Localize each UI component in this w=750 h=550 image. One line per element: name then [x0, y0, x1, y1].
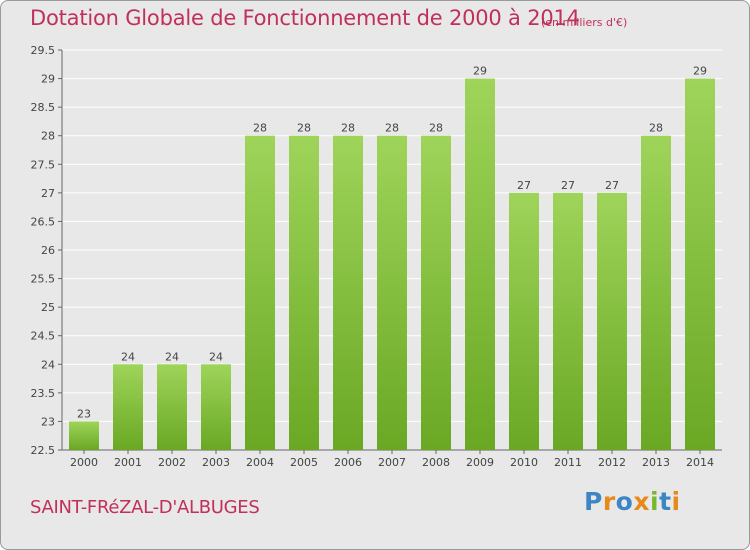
- y-tick-label: 25.5: [31, 273, 56, 286]
- value-label-2002: 24: [165, 350, 179, 363]
- bar-2009: [465, 78, 495, 451]
- y-tick-label: 22.5: [31, 444, 56, 457]
- x-tick-label-2002: 2002: [158, 456, 186, 469]
- bar-2011: [553, 192, 583, 450]
- y-tick-label: 24: [41, 358, 55, 371]
- value-label-2014: 29: [693, 65, 707, 78]
- x-tick-label-2005: 2005: [290, 456, 318, 469]
- bar-2000: [69, 421, 99, 450]
- bar-2008: [421, 135, 451, 450]
- x-tick-label-2013: 2013: [642, 456, 670, 469]
- value-label-2004: 28: [253, 122, 267, 135]
- value-label-2010: 27: [517, 179, 531, 192]
- logo-letter: i: [671, 487, 681, 516]
- value-label-2006: 28: [341, 122, 355, 135]
- x-tick-label-2003: 2003: [202, 456, 230, 469]
- bar-2006: [333, 135, 363, 450]
- x-tick-label-2014: 2014: [686, 456, 714, 469]
- x-tick-label-2009: 2009: [466, 456, 494, 469]
- y-tick-label: 27.5: [31, 158, 56, 171]
- x-tick-label-2008: 2008: [422, 456, 450, 469]
- value-label-2003: 24: [209, 350, 223, 363]
- y-tick-label: 28: [41, 130, 55, 143]
- logo-letter: t: [659, 487, 672, 516]
- value-label-2007: 28: [385, 122, 399, 135]
- bar-2007: [377, 135, 407, 450]
- proxiti-logo[interactable]: Proxiti: [584, 487, 681, 516]
- x-tick-label-2010: 2010: [510, 456, 538, 469]
- y-tick-label: 24.5: [31, 330, 56, 343]
- bar-2010: [509, 192, 539, 450]
- bar-2014: [685, 78, 715, 451]
- value-label-2005: 28: [297, 122, 311, 135]
- x-tick-label-2000: 2000: [70, 456, 98, 469]
- bar-2013: [641, 135, 671, 450]
- x-tick-label-2011: 2011: [554, 456, 582, 469]
- x-tick-label-2001: 2001: [114, 456, 142, 469]
- y-tick-label: 27: [41, 187, 55, 200]
- y-tick-label: 29.5: [31, 44, 56, 57]
- bar-2002: [157, 364, 187, 450]
- y-tick-label: 23.5: [31, 387, 56, 400]
- value-label-2008: 28: [429, 122, 443, 135]
- bar-2003: [201, 364, 231, 450]
- logo-letter: P: [584, 487, 603, 516]
- value-label-2012: 27: [605, 179, 619, 192]
- bars: [69, 78, 715, 451]
- value-label-2001: 24: [121, 350, 135, 363]
- bar-2012: [597, 192, 627, 450]
- y-tick-label: 29: [41, 73, 55, 86]
- y-tick-label: 26: [41, 244, 55, 257]
- x-tick-label-2012: 2012: [598, 456, 626, 469]
- y-tick-label: 28.5: [31, 101, 56, 114]
- y-tick-label: 25: [41, 301, 55, 314]
- chart-subtitle: (en milliers d'€): [541, 16, 628, 29]
- logo-letter: i: [650, 487, 660, 516]
- value-label-2011: 27: [561, 179, 575, 192]
- value-label-2013: 28: [649, 122, 663, 135]
- logo-letter: x: [633, 487, 650, 516]
- bar-2001: [113, 364, 143, 450]
- chart-title: Dotation Globale de Fonctionnement de 20…: [30, 6, 580, 30]
- y-tick-label: 26.5: [31, 215, 56, 228]
- value-label-2000: 23: [77, 407, 91, 420]
- logo-letter: r: [602, 487, 616, 516]
- logo-letter: o: [615, 487, 634, 516]
- x-tick-label-2004: 2004: [246, 456, 274, 469]
- bar-2004: [245, 135, 275, 450]
- x-tick-label-2007: 2007: [378, 456, 406, 469]
- x-tick-label-2006: 2006: [334, 456, 362, 469]
- value-label-2009: 29: [473, 65, 487, 78]
- labels: 22.5 23 23.5 24 24.5 25 25.5 26 26.5 27 27.5 28 28.5…: [31, 44, 715, 469]
- y-tick-label: 23: [41, 415, 55, 428]
- commune-name: SAINT-FRéZAL-D'ALBUGES: [30, 497, 260, 518]
- bar-2005: [289, 135, 319, 450]
